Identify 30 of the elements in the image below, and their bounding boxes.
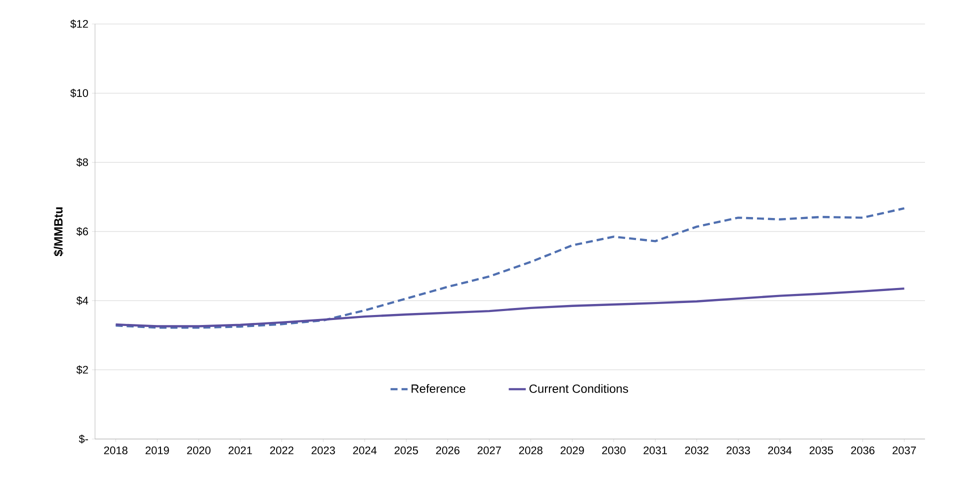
y-tick-label: $-	[78, 434, 88, 444]
y-axis-title: $/MMBtu	[54, 207, 64, 256]
x-tick-label: 2037	[892, 446, 916, 454]
x-tick-label: 2030	[602, 446, 626, 454]
y-tick-label: $12	[70, 20, 88, 28]
legend-label: Current Conditions	[529, 384, 628, 393]
x-tick-label: 2028	[519, 446, 542, 454]
x-tick-label: 2024	[353, 446, 377, 454]
y-tick-label: $6	[76, 227, 88, 236]
x-tick-label: 2036	[851, 446, 874, 454]
x-tick-label: 2034	[768, 446, 792, 454]
y-tick-label: $4	[76, 296, 88, 306]
x-tick-label: 2020	[187, 446, 210, 454]
x-tick-label: 2033	[726, 446, 750, 454]
x-tick-label: 2021	[228, 446, 252, 454]
x-tick-label: 2027	[478, 446, 501, 454]
x-tick-label: 2019	[146, 446, 169, 454]
x-tick-label: 2029	[560, 446, 584, 454]
x-tick-label: 2035	[810, 446, 833, 454]
y-tick-label: $8	[76, 158, 88, 167]
y-tick-label: $2	[76, 365, 88, 374]
x-tick-label: 2023	[312, 446, 335, 454]
x-tick-label: 2032	[685, 446, 708, 454]
x-tick-label: 2026	[436, 446, 460, 454]
x-tick-label: 2025	[394, 446, 418, 454]
x-tick-label: 2031	[644, 446, 667, 454]
y-tick-label: $10	[70, 88, 88, 98]
legend-label: Reference	[412, 384, 466, 393]
x-tick-label: 2018	[104, 446, 128, 454]
x-tick-label: 2022	[270, 446, 294, 454]
